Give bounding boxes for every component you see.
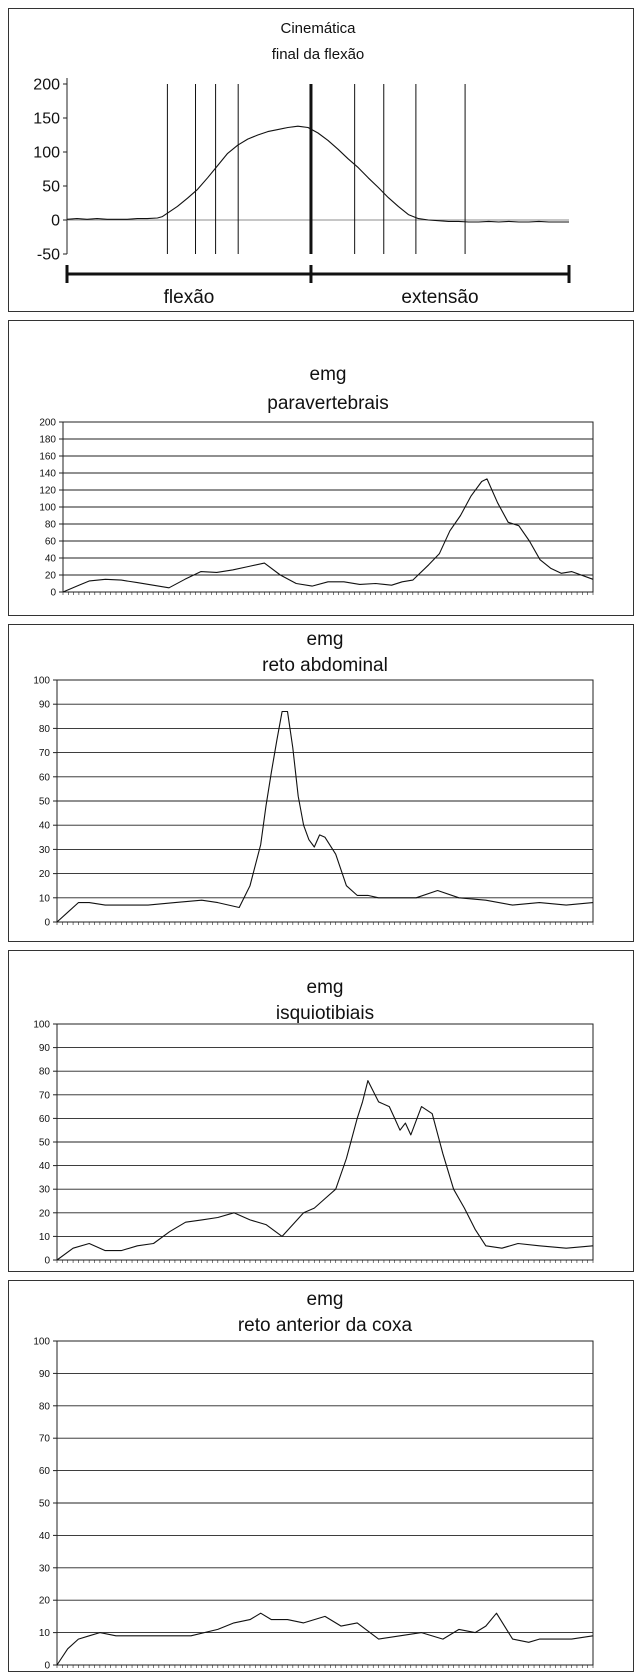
y-tick-label: 20 bbox=[39, 1208, 51, 1219]
y-tick-label: 0 bbox=[44, 1256, 50, 1267]
y-tick-label: 40 bbox=[39, 1531, 51, 1542]
y-tick-label: 100 bbox=[33, 1337, 50, 1348]
y-tick-label: 50 bbox=[42, 179, 60, 196]
y-tick-label: 20 bbox=[39, 869, 51, 880]
chart-title: emg bbox=[307, 629, 344, 650]
y-tick-label: 70 bbox=[39, 1434, 51, 1445]
kinematics-panel: Cinemática final da flexão 200 150 100 50 0 -50… bbox=[8, 8, 634, 312]
y-tick-label: 80 bbox=[45, 520, 57, 531]
chart-subtitle: isquiotibiais bbox=[276, 1003, 374, 1024]
y-tick-label: 100 bbox=[39, 503, 56, 514]
y-tick-label: 50 bbox=[39, 1138, 51, 1149]
y-tick-label: -50 bbox=[37, 247, 60, 264]
chart-title: emg bbox=[307, 977, 344, 998]
chart-subtitle: paravertebrais bbox=[267, 393, 388, 414]
phase-label-flexao: flexão bbox=[164, 287, 215, 308]
emg-isquiotibiais-chart: emg isquiotibiais 0 10 20 30 40 50 60 70 80 90 100 bbox=[33, 977, 594, 1267]
data-series-line bbox=[56, 710, 594, 923]
chart-title: Cinemática bbox=[280, 20, 356, 37]
y-tick-label: 60 bbox=[45, 537, 57, 548]
emg-isquiotibiais-panel: emg isquiotibiais 0 10 20 30 40 50 60 70 80 90 100 bbox=[8, 950, 634, 1272]
y-tick-label: 100 bbox=[33, 1020, 50, 1031]
chart-subtitle: reto anterior da coxa bbox=[238, 1315, 413, 1336]
chart-subtitle: reto abdominal bbox=[262, 655, 388, 676]
y-tick-label: 20 bbox=[39, 1596, 51, 1607]
y-tick-label: 30 bbox=[39, 1185, 51, 1196]
y-tick-label: 60 bbox=[39, 1114, 51, 1125]
y-tick-label: 40 bbox=[45, 554, 57, 565]
data-series-line bbox=[56, 1612, 594, 1666]
data-series-line bbox=[62, 478, 594, 593]
y-tick-label: 70 bbox=[39, 748, 51, 759]
kinematics-chart: Cinemática final da flexão 200 150 100 50 0 -50… bbox=[33, 20, 571, 308]
y-tick-label: 140 bbox=[39, 469, 56, 480]
emg-paravertebrais-panel: emg paravertebrais 0 20 40 60 80 100 120 140 160 18… bbox=[8, 320, 634, 616]
y-tick-label: 90 bbox=[39, 700, 51, 711]
phase-label-extensao: extensão bbox=[401, 287, 478, 308]
y-tick-label: 150 bbox=[33, 111, 60, 128]
emg-paravertebrais-chart: emg paravertebrais 0 20 40 60 80 100 120 140 160 18… bbox=[39, 364, 594, 599]
y-tick-label: 0 bbox=[44, 918, 50, 929]
y-tick-label: 200 bbox=[39, 418, 56, 429]
y-tick-label: 90 bbox=[39, 1043, 51, 1054]
y-tick-label: 100 bbox=[33, 676, 50, 687]
y-tick-label: 10 bbox=[39, 893, 51, 904]
y-tick-label: 0 bbox=[44, 1661, 50, 1672]
chart-subtitle: final da flexão bbox=[272, 46, 365, 63]
y-tick-label: 40 bbox=[39, 821, 51, 832]
y-tick-label: 40 bbox=[39, 1161, 51, 1172]
y-tick-label: 200 bbox=[33, 77, 60, 94]
y-tick-label: 60 bbox=[39, 772, 51, 783]
data-series-line bbox=[66, 125, 569, 223]
emg-reto-abdominal-panel: emg reto abdominal 0 10 20 30 40 50 60 70 80 90 100 bbox=[8, 624, 634, 942]
y-tick-label: 30 bbox=[39, 1563, 51, 1574]
y-tick-label: 80 bbox=[39, 1067, 51, 1078]
y-tick-label: 60 bbox=[39, 1466, 51, 1477]
y-tick-label: 180 bbox=[39, 435, 56, 446]
y-tick-label: 10 bbox=[39, 1628, 51, 1639]
data-series-line bbox=[56, 1080, 594, 1261]
y-tick-label: 20 bbox=[45, 571, 57, 582]
y-tick-label: 0 bbox=[50, 588, 56, 599]
y-tick-label: 80 bbox=[39, 724, 51, 735]
y-tick-label: 0 bbox=[51, 213, 60, 230]
y-tick-label: 90 bbox=[39, 1369, 51, 1380]
y-tick-label: 50 bbox=[39, 1499, 51, 1510]
y-tick-label: 100 bbox=[33, 145, 60, 162]
chart-title: emg bbox=[310, 364, 347, 385]
y-tick-label: 10 bbox=[39, 1232, 51, 1243]
y-tick-label: 80 bbox=[39, 1401, 51, 1412]
emg-reto-anterior-panel: emg reto anterior da coxa 0 10 20 30 40 50 60 70 8… bbox=[8, 1280, 634, 1672]
y-tick-label: 30 bbox=[39, 845, 51, 856]
y-tick-label: 50 bbox=[39, 797, 51, 808]
y-tick-label: 160 bbox=[39, 452, 56, 463]
y-tick-label: 70 bbox=[39, 1090, 51, 1101]
emg-reto-anterior-chart: emg reto anterior da coxa 0 10 20 30 40 50 60 70 8… bbox=[33, 1289, 594, 1672]
emg-reto-abdominal-chart: emg reto abdominal 0 10 20 30 40 50 60 70 80 90 100 bbox=[33, 629, 594, 929]
chart-title: emg bbox=[307, 1289, 344, 1310]
y-tick-label: 120 bbox=[39, 486, 56, 497]
